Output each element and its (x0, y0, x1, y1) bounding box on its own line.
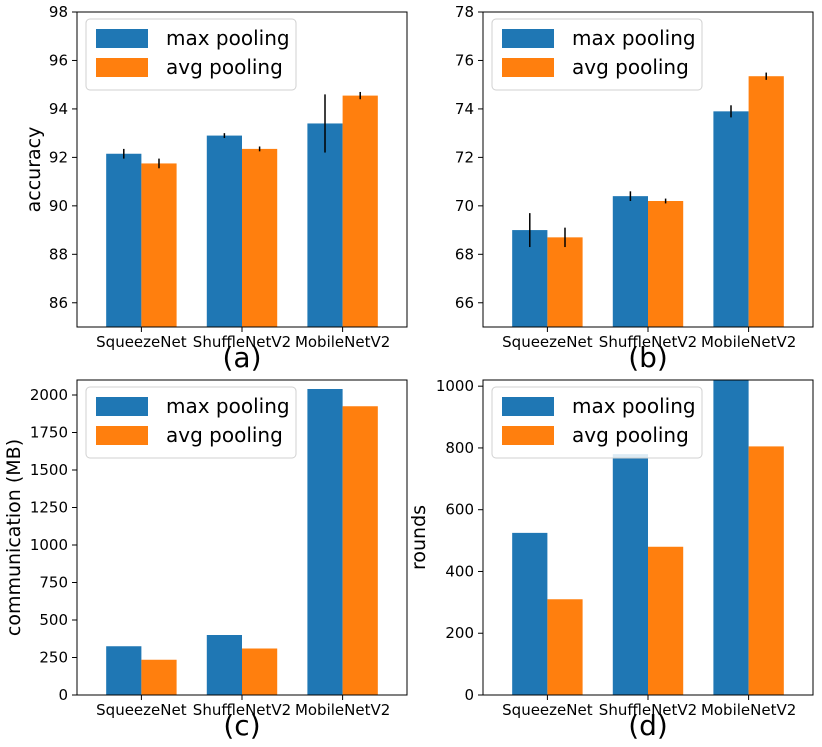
bar-avg-pooling-shufflenetv2 (242, 148, 278, 327)
bar-avg-pooling-squeezenet (547, 599, 583, 695)
y-tick-label: 96 (49, 51, 68, 69)
x-tick-label: MobileNetV2 (295, 333, 390, 351)
legend-swatch-max-pooling (502, 397, 554, 416)
y-axis-label: communication (MB) (3, 439, 25, 636)
bar-max-pooling-mobilenetv2 (307, 123, 343, 328)
y-tick-label: 72 (455, 148, 474, 166)
y-tick-label: 1000 (436, 377, 474, 395)
x-tick-label: MobileNetV2 (295, 701, 390, 719)
y-tick-label: 400 (445, 562, 474, 580)
y-tick-label: 70 (455, 197, 474, 215)
x-tick-label: ShuffleNetV2 (599, 701, 697, 719)
y-axis-label: rounds (408, 505, 430, 570)
y-tick-label: 2000 (30, 386, 68, 404)
chart-panel-1: SqueezeNet ShuffleNetV2 MobileNetV2 86 88 90 9… (23, 3, 408, 374)
y-tick-label: 98 (49, 3, 68, 21)
x-tick-label: ShuffleNetV2 (599, 333, 697, 351)
legend-swatch-avg-pooling (502, 426, 554, 445)
y-tick-label: 68 (455, 245, 474, 263)
y-tick-label: 750 (39, 574, 68, 592)
chart-panel-4: SqueezeNet ShuffleNetV2 MobileNetV2 0 200 400… (408, 377, 814, 742)
legend-swatch-avg-pooling (502, 58, 554, 77)
y-tick-label: 88 (49, 245, 68, 263)
bar-max-pooling-mobilenetv2 (713, 380, 749, 695)
legend-label-max-pooling: max pooling (166, 26, 290, 50)
legend-label-avg-pooling: avg pooling (166, 55, 283, 79)
y-tick-label: 92 (49, 148, 68, 166)
chart-panel-2: SqueezeNet ShuffleNetV2 MobileNetV2 66 68 70 7… (455, 3, 814, 374)
axes-frame (482, 11, 814, 328)
y-tick-label: 86 (49, 294, 68, 312)
bar-max-pooling-squeezenet (106, 646, 142, 695)
bar-avg-pooling-mobilenetv2 (748, 446, 784, 695)
bar-avg-pooling-shufflenetv2 (648, 201, 684, 327)
chart-panel-3: SqueezeNet ShuffleNetV2 MobileNetV2 0 250 500… (3, 379, 408, 742)
y-tick-label: 1000 (30, 536, 68, 554)
axes-frame (76, 379, 408, 696)
y-tick-label: 90 (49, 197, 68, 215)
legend-label-max-pooling: max pooling (166, 394, 290, 418)
y-tick-label: 0 (58, 686, 68, 704)
y-tick-label: 76 (455, 51, 474, 69)
bar-max-pooling-mobilenetv2 (307, 389, 343, 695)
y-tick-label: 250 (39, 649, 68, 667)
bar-avg-pooling-squeezenet (141, 163, 177, 327)
legend-swatch-max-pooling (96, 397, 148, 416)
y-tick-label: 0 (464, 686, 474, 704)
legend-label-avg-pooling: avg pooling (572, 423, 689, 447)
legend-label-max-pooling: max pooling (572, 394, 696, 418)
bar-avg-pooling-shufflenetv2 (242, 648, 278, 695)
bar-max-pooling-shufflenetv2 (206, 635, 242, 695)
panel-label: (a) (222, 341, 261, 374)
bar-avg-pooling-mobilenetv2 (342, 406, 378, 695)
bar-max-pooling-squeezenet (512, 532, 548, 695)
axes-frame (76, 11, 408, 328)
bar-avg-pooling-squeezenet (547, 237, 583, 327)
y-tick-label: 94 (49, 100, 68, 118)
legend-label-avg-pooling: avg pooling (166, 423, 283, 447)
y-tick-label: 1750 (30, 424, 68, 442)
y-tick-label: 78 (455, 3, 474, 21)
legend-label-max-pooling: max pooling (572, 26, 696, 50)
bar-max-pooling-mobilenetv2 (713, 111, 749, 327)
y-tick-label: 1250 (30, 499, 68, 517)
x-tick-label: SqueezeNet (96, 701, 187, 719)
bar-avg-pooling-mobilenetv2 (748, 76, 784, 328)
legend-label-avg-pooling: avg pooling (572, 55, 689, 79)
y-tick-label: 200 (445, 624, 474, 642)
x-tick-label: SqueezeNet (96, 333, 187, 351)
panel-label: (c) (223, 709, 260, 742)
x-tick-label: SqueezeNet (502, 333, 593, 351)
panel-label: (b) (628, 341, 668, 374)
y-tick-label: 74 (455, 100, 474, 118)
y-tick-label: 500 (39, 611, 68, 629)
bar-avg-pooling-squeezenet (141, 659, 177, 695)
x-tick-label: MobileNetV2 (701, 333, 796, 351)
bar-avg-pooling-shufflenetv2 (648, 546, 684, 695)
bar-max-pooling-shufflenetv2 (612, 196, 648, 327)
y-tick-label: 66 (455, 294, 474, 312)
bar-max-pooling-squeezenet (106, 153, 142, 327)
x-tick-label: MobileNetV2 (701, 701, 796, 719)
bar-max-pooling-shufflenetv2 (612, 454, 648, 695)
x-tick-label: ShuffleNetV2 (193, 701, 291, 719)
axes-frame (482, 379, 814, 696)
bar-avg-pooling-mobilenetv2 (342, 95, 378, 327)
y-tick-label: 1500 (30, 461, 68, 479)
legend-swatch-max-pooling (502, 29, 554, 48)
legend-swatch-avg-pooling (96, 58, 148, 77)
bar-max-pooling-shufflenetv2 (206, 135, 242, 327)
panel-label: (d) (628, 709, 668, 742)
y-tick-label: 600 (445, 501, 474, 519)
y-axis-label: accuracy (23, 127, 45, 213)
x-tick-label: ShuffleNetV2 (193, 333, 291, 351)
legend-swatch-max-pooling (96, 29, 148, 48)
legend-swatch-avg-pooling (96, 426, 148, 445)
x-tick-label: SqueezeNet (502, 701, 593, 719)
y-tick-label: 800 (445, 439, 474, 457)
